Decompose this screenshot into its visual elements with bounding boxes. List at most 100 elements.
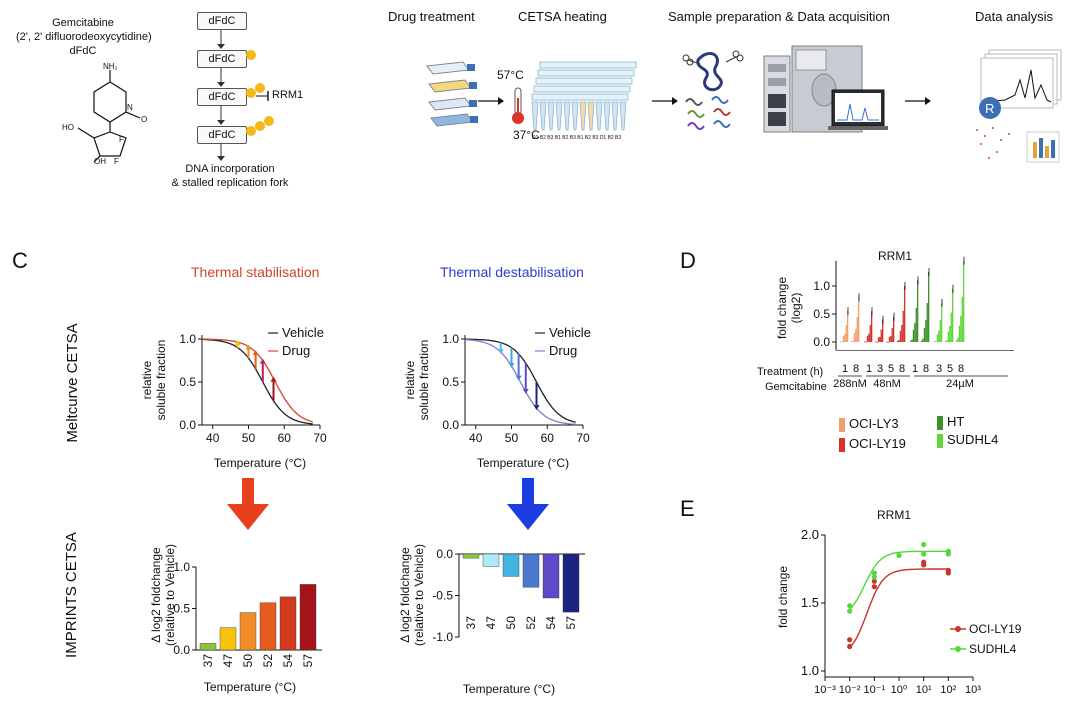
d-bar-oci-ly19 xyxy=(871,311,873,342)
d-time-label: 8 xyxy=(899,363,905,375)
d-bar-ht xyxy=(922,338,924,342)
d-bar-oci-ly3 xyxy=(858,297,860,342)
bar-x-label: 37 xyxy=(464,616,478,630)
d-bar-sudhl4 xyxy=(956,340,958,342)
bar-x-label: 37 xyxy=(201,654,215,668)
d-bar-oci-ly3 xyxy=(852,340,854,342)
d-bar-oci-ly19 xyxy=(866,335,869,342)
d-bar-oci-ly3 xyxy=(840,341,842,343)
d-bar-sudhl4 xyxy=(945,340,947,342)
d-bar-oci-ly19 xyxy=(886,341,888,343)
d-conc-label: 24µM xyxy=(946,378,974,390)
d-bar-oci-ly3 xyxy=(842,335,845,342)
panel-e-letter: E xyxy=(680,496,695,521)
panel-c-left-title: Thermal stabilisation xyxy=(191,264,320,280)
legend-text-drug: Drug xyxy=(549,343,577,358)
d-bar-ht xyxy=(910,340,912,342)
shift-arrow-head xyxy=(259,358,266,364)
bar-y-tick-label: 0.0 xyxy=(173,643,190,657)
row-label-meltcurve: Meltcurve CETSA xyxy=(64,323,81,443)
d-bar-sudhl4 xyxy=(935,341,937,343)
bar-x-label: 52 xyxy=(261,654,275,668)
e-point-oci-ly19 xyxy=(871,578,877,584)
y-tick-label: 0.0 xyxy=(442,418,459,432)
rrm1-dose-response-chart: 1.0 1.5 2.0 10⁻³ 10⁻² 10⁻¹ 10⁰ 10¹ 10² 10³ xyxy=(801,527,981,696)
curve-vehicle xyxy=(465,338,576,423)
workflow-arrow-3 xyxy=(905,97,931,105)
bar-52 xyxy=(259,602,277,651)
bar-left-xlabel: Temperature (°C) xyxy=(203,680,297,694)
imprints-destabilisation-bar-chart: 0.0 -0.5 -1.0 37 47 50 52 54 57 xyxy=(432,547,585,644)
bar-y-tick-label: 0.5 xyxy=(173,602,190,616)
drug-full-name: (2', 2' difluorodeoxycytidine) xyxy=(16,31,152,43)
x-tick-label: 70 xyxy=(576,431,590,445)
panel-c-letter: C xyxy=(12,248,28,273)
gemcitabine-label: Gemcitabine xyxy=(765,381,827,393)
d-bar-oci-ly3 xyxy=(847,311,849,342)
shift-arrow-head xyxy=(533,405,540,411)
e-point-sudhl4 xyxy=(847,603,853,609)
legend-swatch-oci-ly3 xyxy=(839,417,845,432)
e-point-sudhl4 xyxy=(896,552,902,558)
bar-37 xyxy=(199,643,217,651)
pcr-tube-strips-icon: D1 B2 B3 B1 B2 B3 B1 B2 B3 D1 B2 B3 xyxy=(531,61,637,141)
y-tick-label: 0.0 xyxy=(179,418,196,432)
e-point-oci-ly19 xyxy=(945,567,951,573)
d-bar-sudhl4 xyxy=(963,260,965,342)
big-down-arrow-blue xyxy=(507,478,549,530)
protein-digestion-icon xyxy=(682,50,744,130)
meltcurve-stabilisation-chart: 0.0 0.5 1.0 40 50 60 70 Vehicle Drug xyxy=(179,325,327,445)
workflow-arrow-2 xyxy=(652,97,678,105)
shift-arrow-head xyxy=(252,350,259,356)
bar-50 xyxy=(502,553,520,577)
d-bar-oci-ly19 xyxy=(864,341,866,343)
y-tick-label: 1.0 xyxy=(442,332,459,346)
bar-x-label: 57 xyxy=(564,616,578,630)
bar-57 xyxy=(562,553,580,613)
legend-oci-ly19: OCI-LY19 xyxy=(839,436,906,452)
d-bar-ht xyxy=(915,307,917,342)
d-bar-sudhl4 xyxy=(946,340,948,342)
x-tick-label: 50 xyxy=(242,431,256,445)
molecule-o: O xyxy=(141,115,147,124)
legend-text-vehicle: Vehicle xyxy=(282,325,324,340)
pathway-box-dfdc-dp: dFdC xyxy=(197,88,247,106)
legend-marker-sudhl4 xyxy=(950,646,966,652)
legend-marker-oci-ly19 xyxy=(950,626,966,632)
pathway-box-dfdc: dFdC xyxy=(197,12,247,30)
d-bar-oci-ly19 xyxy=(879,336,881,342)
d-bar-sudhl4 xyxy=(939,320,941,342)
molecule-n: N xyxy=(127,103,133,112)
d-time-label: 8 xyxy=(958,363,964,375)
meltcurve-right-xlabel: Temperature (°C) xyxy=(476,456,570,470)
d-bar-oci-ly19 xyxy=(891,328,893,342)
bar-x-label: 47 xyxy=(484,616,498,630)
d-bar-ht xyxy=(914,322,916,342)
d-bar-oci-ly19 xyxy=(868,333,870,342)
pathway-box-dfdc-mp: dFdC xyxy=(197,50,247,68)
molecule-f1: F xyxy=(119,135,124,144)
d-y-tick-label: 1.0 xyxy=(813,279,830,293)
molecule-f2: F xyxy=(114,157,119,166)
e-fit-oci-ly19 xyxy=(849,568,949,649)
d-bar-oci-ly19 xyxy=(902,310,904,342)
x-tick-label: 50 xyxy=(505,431,519,445)
bar-x-label: 47 xyxy=(221,654,235,668)
d-bar-ht xyxy=(911,339,913,342)
legend-sudhl4-e: SUDHL4 xyxy=(969,642,1017,656)
bar-y-tick-label: -0.5 xyxy=(432,589,453,603)
e-point-oci-ly19 xyxy=(847,643,853,650)
treatment-label: Treatment (h) xyxy=(757,366,824,378)
d-bar-sudhl4 xyxy=(957,337,959,342)
d-bar-sudhl4 xyxy=(938,330,940,342)
big-down-arrow-red xyxy=(227,478,269,530)
temp-high-label: 57°C xyxy=(497,68,524,82)
bar-y-tick-label: -1.0 xyxy=(432,630,453,644)
e-point-oci-ly19 xyxy=(921,559,927,565)
d-time-label: 1 xyxy=(842,363,848,375)
pathway-arrows-and-phosphates xyxy=(217,30,274,161)
d-time-label: 5 xyxy=(888,363,894,375)
tube-sample-labels: D1 B2 B3 B1 B2 B3 B1 B2 B3 D1 B2 B3 xyxy=(532,135,621,141)
legend-oci-ly19-e: OCI-LY19 xyxy=(969,622,1022,636)
